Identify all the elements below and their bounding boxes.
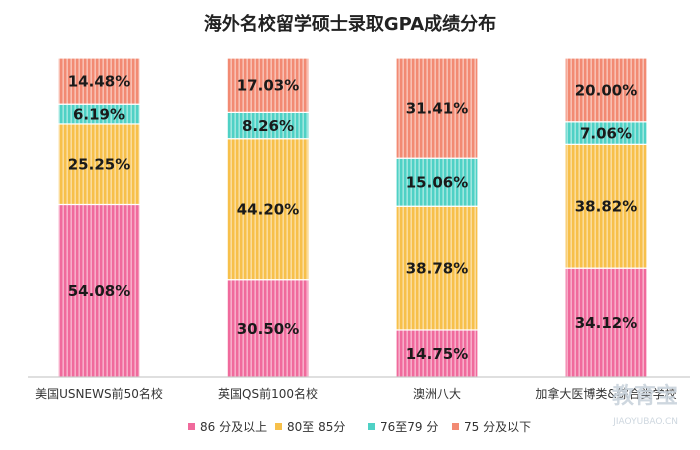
data-label: 15.06% bbox=[406, 174, 468, 192]
data-label: 17.03% bbox=[237, 77, 299, 95]
data-label: 34.12% bbox=[575, 314, 637, 332]
bar-segment bbox=[57, 57, 141, 105]
legend: 86 分及以上 80至 85分 76至79 分 75 分及以下 bbox=[188, 420, 531, 434]
legend-swatch bbox=[188, 423, 195, 430]
legend-label: 76至79 分 bbox=[380, 420, 438, 434]
legend-item: 86 分及以上 bbox=[188, 420, 267, 434]
data-label: 25.25% bbox=[68, 156, 130, 174]
watermark: 教育宝 JIAOYUBAO.CN bbox=[612, 383, 678, 427]
data-label: 6.19% bbox=[73, 106, 125, 124]
bar-segment bbox=[395, 329, 479, 378]
data-labels-group: 54.08% 25.25% 6.19% 14.48% 30.50% 44.20% 8.26%… bbox=[68, 73, 637, 363]
bar-segment bbox=[395, 57, 479, 159]
data-label: 14.75% bbox=[406, 345, 468, 363]
bar-segment bbox=[564, 267, 648, 378]
category-labels-group: 美国USNEWS前50名校 英国QS前100名校 澳洲八大 加拿大医博类&综合类学校 bbox=[35, 386, 677, 401]
legend-item: 80至 85分 bbox=[275, 420, 345, 434]
category-label: 加拿大医博类&综合类学校 bbox=[535, 386, 676, 401]
bar-segment bbox=[564, 143, 648, 269]
bars-group bbox=[57, 57, 648, 378]
category-label: 澳洲八大 bbox=[413, 387, 461, 401]
data-label: 44.20% bbox=[237, 201, 299, 219]
legend-swatch bbox=[452, 423, 459, 430]
legend-swatch bbox=[368, 423, 375, 430]
data-label: 38.78% bbox=[406, 260, 468, 278]
legend-item: 75 分及以下 bbox=[452, 420, 531, 434]
legend-item: 76至79 分 bbox=[368, 420, 438, 434]
category-label: 美国USNEWS前50名校 bbox=[35, 386, 163, 401]
bar-segment bbox=[395, 205, 479, 331]
legend-label: 75 分及以下 bbox=[464, 420, 531, 434]
data-label: 7.06% bbox=[580, 125, 632, 143]
legend-swatch bbox=[275, 423, 282, 430]
data-label: 31.41% bbox=[406, 100, 468, 118]
legend-label: 80至 85分 bbox=[287, 420, 345, 434]
data-label: 20.00% bbox=[575, 81, 637, 99]
data-label: 30.50% bbox=[237, 320, 299, 338]
watermark-url: JIAOYUBAO.CN bbox=[612, 417, 678, 427]
bar-segment bbox=[564, 57, 648, 123]
bar-segment bbox=[57, 203, 141, 378]
data-label: 14.48% bbox=[68, 73, 130, 91]
data-label: 54.08% bbox=[68, 282, 130, 300]
bar-segment bbox=[226, 57, 310, 113]
watermark-logo-text: 教育宝 bbox=[612, 383, 678, 409]
bar-segment bbox=[57, 123, 141, 206]
category-label: 英国QS前100名校 bbox=[218, 386, 318, 401]
data-label: 8.26% bbox=[242, 117, 294, 135]
bar-segment bbox=[226, 111, 310, 140]
bar-segment bbox=[226, 138, 310, 281]
legend-label: 86 分及以上 bbox=[200, 420, 267, 434]
chart-title: 海外名校留学硕士录取GPA成绩分布 bbox=[204, 13, 496, 35]
data-label: 38.82% bbox=[575, 198, 637, 216]
